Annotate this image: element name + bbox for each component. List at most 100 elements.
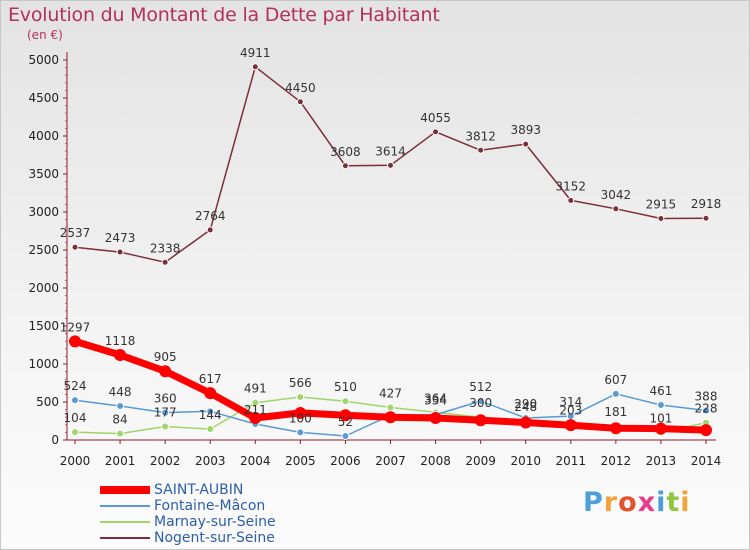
data-point (612, 205, 620, 213)
legend-swatch (100, 521, 150, 523)
data-label: 300 (469, 396, 492, 410)
data-label: 290 (514, 397, 537, 411)
data-label: 3893 (510, 123, 541, 137)
data-point (71, 396, 79, 405)
data-label: 3042 (601, 188, 632, 202)
data-point (519, 416, 532, 429)
data-point (474, 414, 487, 427)
data-point (339, 409, 352, 422)
x-tick-label: 2013 (646, 454, 677, 468)
chart-title: Evolution du Montant de la Dette par Hab… (8, 4, 440, 26)
y-tick-label: 1000 (28, 357, 59, 371)
y-tick-label: 5000 (28, 53, 59, 67)
data-label: 360 (154, 392, 177, 406)
legend-label: Nogent-sur-Seine (154, 530, 275, 546)
data-label: 905 (154, 350, 177, 364)
data-point (432, 128, 440, 136)
data-point (384, 411, 397, 424)
data-label: 4450 (285, 81, 316, 95)
logo-letter: i (656, 487, 667, 518)
y-tick-label: 3000 (28, 205, 59, 219)
data-label: 427 (379, 387, 402, 401)
data-point (476, 397, 485, 406)
data-point (161, 422, 170, 431)
x-tick-label: 2005 (285, 454, 316, 468)
data-point (564, 419, 577, 432)
x-tick-label: 2004 (240, 454, 271, 468)
data-label: 177 (154, 406, 177, 420)
data-point (71, 428, 79, 437)
data-point (116, 401, 125, 410)
y-tick-label: 1500 (28, 319, 59, 333)
chart-subtitle: (en €) (27, 28, 63, 42)
data-point (341, 162, 349, 170)
data-label: 617 (199, 372, 222, 386)
data-label: 3152 (556, 179, 587, 193)
data-label: 104 (64, 411, 87, 425)
data-point (251, 63, 259, 71)
data-label: 448 (109, 385, 132, 399)
data-point (206, 407, 215, 416)
data-label: 248 (514, 400, 537, 414)
data-point (341, 397, 350, 406)
logo-letter: x (637, 487, 657, 518)
x-tick-label: 2006 (330, 454, 361, 468)
y-tick-label: 3500 (28, 167, 59, 181)
data-point (700, 424, 712, 437)
x-tick-label: 2010 (510, 454, 541, 468)
data-point (702, 214, 710, 222)
x-tick-label: 2002 (150, 454, 181, 468)
data-point (159, 365, 172, 378)
y-tick-label: 4500 (28, 91, 59, 105)
logo-letter: P (583, 487, 604, 518)
data-label: 2338 (150, 241, 181, 255)
data-point (116, 248, 124, 256)
legend-swatch (100, 505, 150, 507)
legend-swatch (100, 537, 150, 539)
data-point (296, 428, 305, 437)
x-tick-label: 2009 (465, 454, 496, 468)
data-point (206, 425, 215, 434)
x-tick-label: 2012 (601, 454, 632, 468)
data-label: 2915 (646, 197, 677, 211)
data-point (341, 432, 350, 441)
data-label: 101 (649, 411, 672, 425)
data-label: 510 (334, 380, 357, 394)
data-point (251, 398, 260, 407)
data-point (477, 146, 485, 154)
data-point (387, 161, 394, 169)
data-label: 566 (289, 376, 312, 390)
x-tick-label: 2014 (691, 454, 722, 468)
data-label: 203 (559, 404, 582, 418)
data-point (69, 335, 81, 348)
data-point (114, 349, 127, 362)
data-label: 3812 (465, 129, 496, 143)
data-point (294, 406, 307, 419)
data-label: 607 (604, 373, 627, 387)
data-point (71, 243, 79, 251)
data-label: 334 (424, 394, 447, 408)
data-point (654, 422, 667, 435)
data-label: 4911 (240, 46, 271, 60)
proxiti-logo: Proxiti (583, 487, 691, 518)
data-point (611, 389, 620, 398)
data-point (296, 98, 304, 106)
data-point (522, 140, 530, 148)
data-label: 52 (338, 415, 353, 429)
logo-letter: r (603, 487, 619, 518)
legend-swatch (100, 486, 150, 494)
data-point (609, 422, 622, 435)
data-label: 228 (695, 402, 718, 416)
data-point (386, 403, 395, 412)
data-point (161, 258, 169, 266)
x-tick-label: 2011 (556, 454, 587, 468)
data-label: 3614 (375, 144, 406, 158)
data-point (296, 392, 305, 401)
x-tick-label: 2008 (420, 454, 451, 468)
y-tick-label: 0 (51, 433, 59, 447)
data-label: 181 (604, 405, 627, 419)
data-label: 3608 (330, 145, 361, 159)
legend-label: Marnay-sur-Seine (154, 514, 276, 530)
